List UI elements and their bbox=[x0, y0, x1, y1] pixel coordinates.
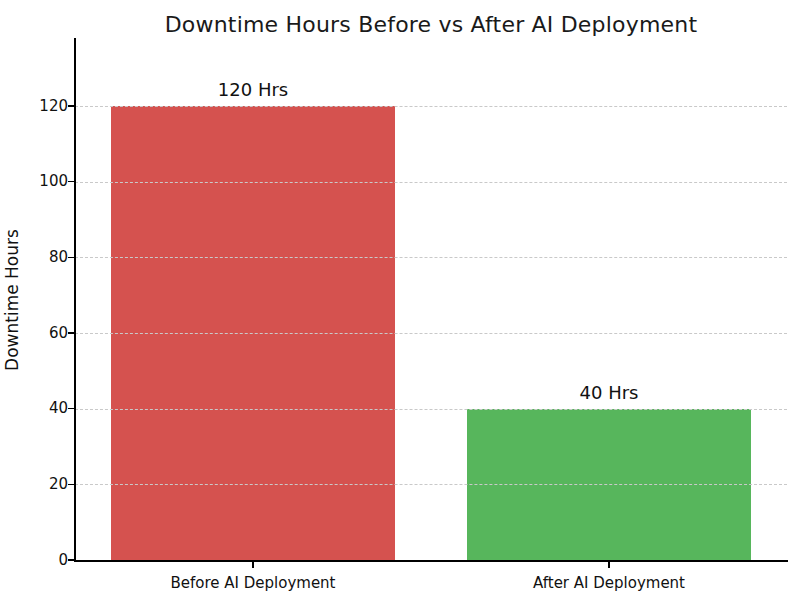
bar-value-label-after-ai-deployment: 40 Hrs bbox=[509, 382, 709, 403]
y-tick-label-120: 120 bbox=[8, 99, 68, 114]
y-gridline-120 bbox=[75, 106, 787, 107]
x-axis-spine bbox=[74, 560, 788, 562]
bar-value-label-before-ai-deployment: 120 Hrs bbox=[153, 79, 353, 100]
y-tick-120 bbox=[68, 105, 75, 106]
y-tick-60 bbox=[68, 332, 75, 333]
x-tick-label-before-ai-deployment: Before AI Deployment bbox=[103, 574, 403, 592]
y-tick-label-40: 40 bbox=[8, 401, 68, 416]
y-tick-80 bbox=[68, 257, 75, 258]
x-tick-before-ai-deployment bbox=[252, 562, 253, 568]
y-tick-label-0: 0 bbox=[8, 553, 68, 568]
y-tick-0 bbox=[68, 559, 75, 560]
y-tick-40 bbox=[68, 408, 75, 409]
y-tick-label-20: 20 bbox=[8, 477, 68, 492]
y-axis-spine bbox=[74, 38, 76, 561]
x-tick-after-ai-deployment bbox=[608, 562, 609, 568]
y-tick-label-80: 80 bbox=[8, 250, 68, 265]
y-gridline-100 bbox=[75, 182, 787, 183]
y-gridline-40 bbox=[75, 409, 787, 410]
y-tick-label-100: 100 bbox=[8, 174, 68, 189]
y-tick-label-60: 60 bbox=[8, 326, 68, 341]
plot-area: 120 Hrs40 Hrs 020406080100120Before AI D… bbox=[75, 38, 787, 560]
y-tick-20 bbox=[68, 484, 75, 485]
y-tick-100 bbox=[68, 181, 75, 182]
y-gridline-20 bbox=[75, 484, 787, 485]
y-axis-label: Downtime Hours bbox=[2, 200, 22, 400]
chart-title: Downtime Hours Before vs After AI Deploy… bbox=[75, 12, 787, 37]
figure: Downtime Hours Before vs After AI Deploy… bbox=[0, 0, 800, 600]
y-gridline-80 bbox=[75, 257, 787, 258]
y-gridline-60 bbox=[75, 333, 787, 334]
x-tick-label-after-ai-deployment: After AI Deployment bbox=[459, 574, 759, 592]
